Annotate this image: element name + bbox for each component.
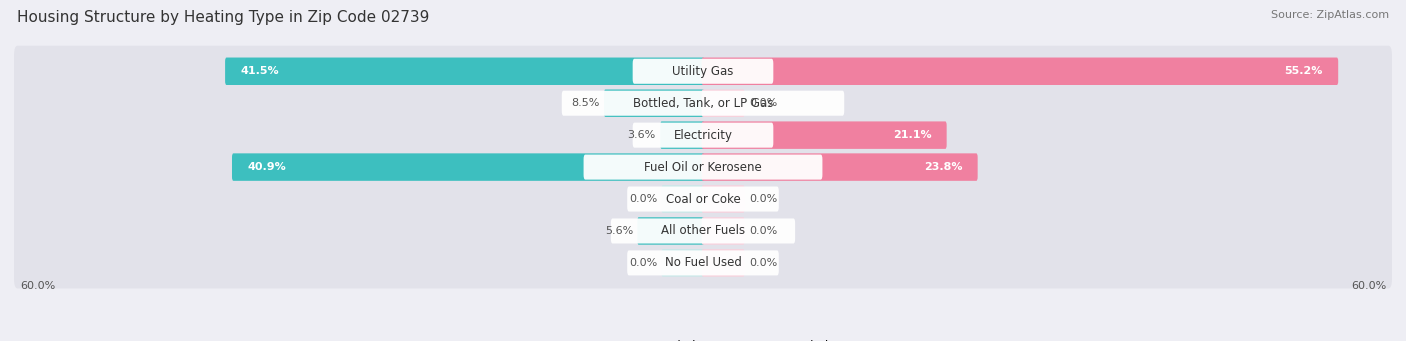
Text: 3.6%: 3.6%: [627, 130, 657, 140]
Text: 21.1%: 21.1%: [893, 130, 932, 140]
Text: 5.6%: 5.6%: [605, 226, 633, 236]
FancyBboxPatch shape: [14, 78, 1392, 129]
FancyBboxPatch shape: [702, 153, 977, 181]
Text: Electricity: Electricity: [673, 129, 733, 142]
FancyBboxPatch shape: [14, 142, 1392, 193]
FancyBboxPatch shape: [702, 217, 745, 245]
Text: Housing Structure by Heating Type in Zip Code 02739: Housing Structure by Heating Type in Zip…: [17, 10, 429, 25]
Text: 60.0%: 60.0%: [1351, 281, 1386, 291]
Text: Fuel Oil or Kerosene: Fuel Oil or Kerosene: [644, 161, 762, 174]
FancyBboxPatch shape: [702, 58, 1339, 85]
FancyBboxPatch shape: [562, 91, 844, 116]
FancyBboxPatch shape: [702, 249, 745, 277]
Text: 0.0%: 0.0%: [749, 258, 778, 268]
Text: Bottled, Tank, or LP Gas: Bottled, Tank, or LP Gas: [633, 97, 773, 110]
Text: 40.9%: 40.9%: [247, 162, 285, 172]
FancyBboxPatch shape: [610, 219, 796, 243]
Text: Utility Gas: Utility Gas: [672, 65, 734, 78]
Text: All other Fuels: All other Fuels: [661, 224, 745, 237]
Text: 8.5%: 8.5%: [571, 98, 599, 108]
FancyBboxPatch shape: [661, 121, 704, 149]
FancyBboxPatch shape: [702, 89, 745, 117]
Text: 0.0%: 0.0%: [749, 194, 778, 204]
FancyBboxPatch shape: [633, 59, 773, 84]
FancyBboxPatch shape: [633, 123, 773, 148]
FancyBboxPatch shape: [627, 187, 779, 211]
FancyBboxPatch shape: [702, 185, 745, 213]
FancyBboxPatch shape: [14, 174, 1392, 225]
Text: 55.2%: 55.2%: [1285, 66, 1323, 76]
Text: 0.0%: 0.0%: [628, 258, 657, 268]
FancyBboxPatch shape: [661, 185, 704, 213]
FancyBboxPatch shape: [14, 237, 1392, 288]
FancyBboxPatch shape: [14, 46, 1392, 97]
FancyBboxPatch shape: [627, 250, 779, 276]
Text: 23.8%: 23.8%: [924, 162, 963, 172]
FancyBboxPatch shape: [702, 121, 946, 149]
FancyBboxPatch shape: [14, 109, 1392, 161]
FancyBboxPatch shape: [605, 89, 704, 117]
Text: 60.0%: 60.0%: [20, 281, 55, 291]
Text: 41.5%: 41.5%: [240, 66, 278, 76]
FancyBboxPatch shape: [225, 58, 704, 85]
Text: 0.0%: 0.0%: [749, 226, 778, 236]
Text: Coal or Coke: Coal or Coke: [665, 193, 741, 206]
Text: No Fuel Used: No Fuel Used: [665, 256, 741, 269]
FancyBboxPatch shape: [661, 249, 704, 277]
FancyBboxPatch shape: [232, 153, 704, 181]
Text: 0.0%: 0.0%: [749, 98, 778, 108]
Text: Source: ZipAtlas.com: Source: ZipAtlas.com: [1271, 10, 1389, 20]
FancyBboxPatch shape: [14, 205, 1392, 256]
FancyBboxPatch shape: [637, 217, 704, 245]
FancyBboxPatch shape: [583, 154, 823, 180]
Text: 0.0%: 0.0%: [628, 194, 657, 204]
Legend: Owner-occupied, Renter-occupied: Owner-occupied, Renter-occupied: [572, 336, 834, 341]
